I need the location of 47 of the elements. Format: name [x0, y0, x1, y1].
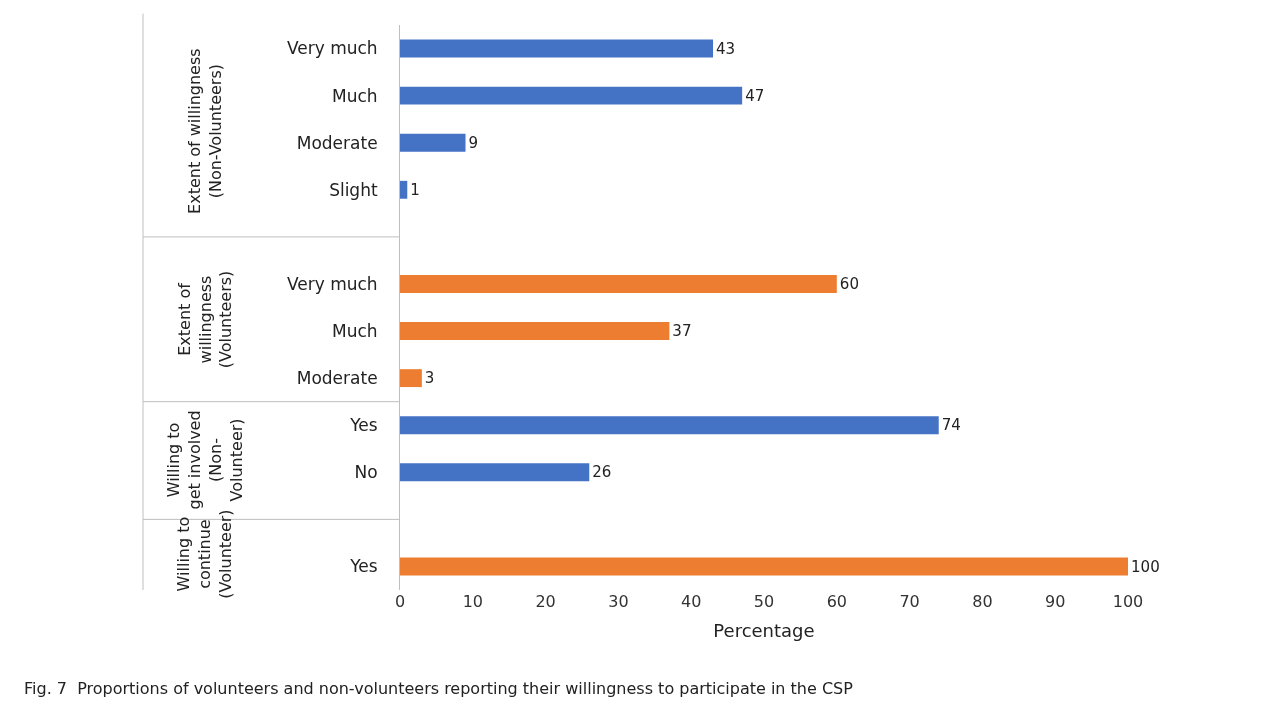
x-tick-label: 30 — [608, 592, 629, 611]
bar — [400, 86, 743, 105]
text: Extent of willingness (Non-Volunteers) — [185, 48, 225, 214]
x-tick-label: 60 — [826, 592, 847, 611]
data-label: 47 — [745, 86, 765, 105]
x-tick-label: 50 — [753, 592, 775, 611]
x-tick-label: 80 — [972, 592, 993, 611]
data-label: 37 — [672, 322, 692, 341]
x-tick-label: 10 — [462, 592, 483, 611]
bar — [400, 369, 422, 388]
y-tick-label: Yes — [349, 556, 378, 577]
text: Extent of willingness (Volunteers) — [174, 270, 236, 369]
data-label: 100 — [1131, 557, 1160, 576]
bar — [400, 133, 466, 152]
data-label: 60 — [839, 275, 859, 294]
data-label: 9 — [468, 133, 479, 152]
data-label: 1 — [410, 180, 420, 199]
bar — [400, 322, 670, 340]
y-tick-label: Much — [332, 320, 378, 341]
x-tick-label: 100 — [1112, 592, 1144, 611]
x-tick-label: 40 — [681, 592, 702, 611]
y-tick-label: Yes — [349, 415, 378, 436]
y-tick-label: No — [354, 462, 378, 483]
text: Willing to get involved (Non-Volunteer) — [164, 410, 246, 510]
x-tick-label: 0 — [394, 592, 406, 611]
bar — [400, 416, 939, 435]
bar — [400, 463, 590, 482]
data-label: 3 — [424, 369, 435, 388]
y-tick-label: Moderate — [296, 132, 378, 153]
x-tick-label: 20 — [535, 592, 556, 611]
data-label: 26 — [592, 463, 612, 482]
y-tick-label: Slight — [329, 179, 378, 200]
text: Willing to continue (Volunteer) — [174, 509, 235, 599]
x-tick-label: 90 — [1045, 592, 1066, 611]
data-label: 43 — [716, 39, 736, 58]
y-tick-label: Moderate — [296, 368, 378, 389]
bar — [400, 39, 714, 58]
caption: Fig. 7 Proportions of volunteers and non-volunteers reporting their willingness to participate in the CSP — [24, 679, 854, 698]
x-tick-label: 70 — [899, 592, 920, 611]
bar — [400, 557, 1128, 576]
bar — [400, 180, 408, 199]
bar — [400, 275, 837, 293]
y-tick-label: Very much — [286, 38, 378, 59]
y-tick-label: Very much — [286, 273, 378, 294]
y-tick-label: Much — [332, 85, 378, 106]
data-label: 74 — [941, 416, 961, 435]
x-axis-title: Percentage — [713, 620, 815, 642]
